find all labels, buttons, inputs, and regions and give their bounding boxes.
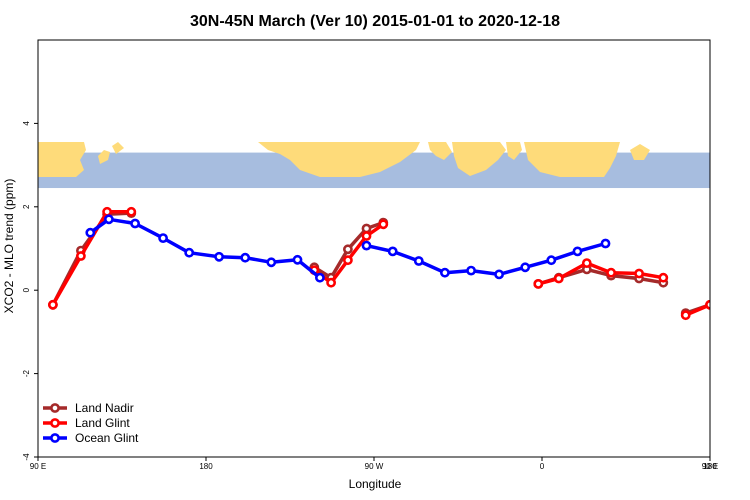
series-line xyxy=(89,217,321,280)
world-map-strip xyxy=(38,142,710,189)
data-point xyxy=(581,258,592,268)
data-point xyxy=(342,244,353,255)
data-point xyxy=(361,231,372,241)
series-land-glint xyxy=(48,206,710,321)
series-line xyxy=(685,301,710,317)
data-point xyxy=(130,218,140,229)
legend-marker xyxy=(50,418,60,428)
y-tick-label: -2 xyxy=(22,369,31,377)
data-point xyxy=(606,267,616,278)
data-point xyxy=(214,251,224,262)
series-ocean-glint xyxy=(85,214,611,283)
data-point xyxy=(553,273,564,284)
plot-area xyxy=(48,206,710,321)
data-point xyxy=(292,254,303,265)
data-point xyxy=(48,299,58,310)
legend-label: Ocean Glint xyxy=(75,431,139,445)
x-tick-label: 0 xyxy=(540,462,545,471)
data-point xyxy=(158,233,168,243)
legend-label: Land Glint xyxy=(75,416,130,430)
data-point xyxy=(102,206,112,217)
data-point xyxy=(326,277,336,288)
x-axis-label: Longitude xyxy=(349,477,402,491)
legend-item: Ocean Glint xyxy=(43,431,139,445)
data-point xyxy=(378,219,389,230)
chart-title: 30N-45N March (Ver 10) 2015-01-01 to 202… xyxy=(190,13,560,30)
data-point xyxy=(85,227,96,238)
data-point xyxy=(413,256,424,266)
data-point xyxy=(466,265,476,276)
x-tick-label: 180 xyxy=(199,462,213,471)
data-point xyxy=(572,246,583,257)
data-point xyxy=(361,240,372,251)
x-tick-label: 180 xyxy=(703,462,717,471)
data-point xyxy=(546,255,557,266)
data-point xyxy=(439,267,450,278)
x-tick-label: 90 W xyxy=(365,462,384,471)
data-point xyxy=(634,268,644,279)
data-point xyxy=(658,272,669,283)
data-point xyxy=(680,310,691,321)
data-point xyxy=(361,223,372,234)
legend-marker xyxy=(50,433,60,443)
y-tick-label: 0 xyxy=(22,287,31,292)
y-tick-label: 2 xyxy=(22,204,31,209)
data-point xyxy=(494,269,504,280)
data-point xyxy=(184,247,195,258)
data-point xyxy=(600,238,611,249)
data-point xyxy=(104,214,114,225)
data-point xyxy=(520,262,531,273)
data-point xyxy=(705,299,710,310)
data-point xyxy=(126,206,137,217)
data-point xyxy=(533,278,544,289)
data-point xyxy=(387,246,398,257)
y-tick-label: -4 xyxy=(22,453,31,461)
y-axis-label: XCO2 - MLO trend (ppm) xyxy=(2,179,16,314)
y-tick-label: 4 xyxy=(22,121,31,126)
data-point xyxy=(76,251,86,261)
data-point xyxy=(266,257,277,268)
legend-item: Land Nadir xyxy=(43,401,134,415)
legend-marker xyxy=(50,403,60,413)
legend-item: Land Glint xyxy=(43,416,130,430)
legend-label: Land Nadir xyxy=(75,401,134,415)
data-point xyxy=(342,255,353,266)
data-point xyxy=(314,272,325,283)
x-tick-label: 90 E xyxy=(30,462,46,471)
series-line xyxy=(366,241,606,277)
x-tick-label: 90 E xyxy=(702,462,718,471)
map-land xyxy=(38,142,650,177)
data-point xyxy=(240,252,251,263)
